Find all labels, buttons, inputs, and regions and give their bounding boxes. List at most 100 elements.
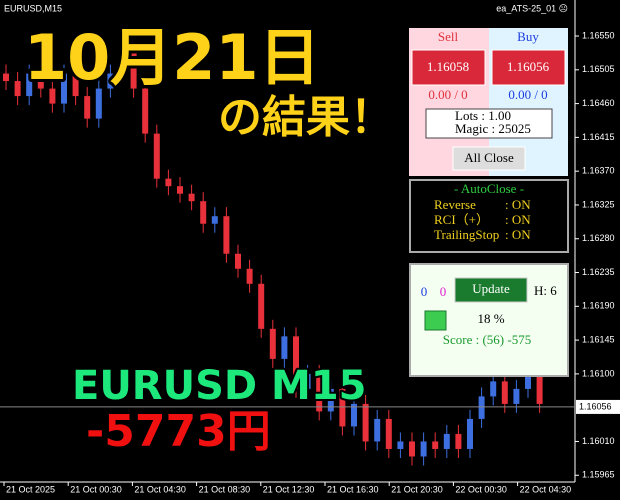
time-tick-label: 21 Oct 08:30 xyxy=(199,484,251,494)
time-tick-label: 21 Oct 12:30 xyxy=(263,484,315,494)
autoclose-value: : ON xyxy=(505,212,531,227)
price-tick-label: 1.16550 xyxy=(582,30,615,40)
buy-label: Buy xyxy=(517,29,539,44)
price-tick-label: 1.16415 xyxy=(582,132,615,142)
time-tick-label: 21 Oct 04:30 xyxy=(134,484,186,494)
candle-body xyxy=(443,433,450,449)
candle-body xyxy=(211,216,218,224)
candle-body xyxy=(467,418,473,449)
update-button[interactable] xyxy=(454,277,528,303)
candle-body xyxy=(37,73,44,89)
time-tick-label: 22 Oct 00:30 xyxy=(455,484,507,494)
price-tick-label: 1.16190 xyxy=(582,301,615,311)
candle-body xyxy=(327,388,334,412)
candle-body xyxy=(200,201,207,224)
price-tick-label: 1.16145 xyxy=(582,334,615,344)
candle-body xyxy=(351,403,357,427)
candle-body xyxy=(269,328,276,359)
percent: 18 % xyxy=(477,311,504,326)
candle-body xyxy=(26,73,33,97)
current-price-box xyxy=(576,399,620,414)
buy-position: 0.00 / 0 xyxy=(508,87,547,102)
candle-body xyxy=(397,441,404,449)
candle-body xyxy=(107,73,114,89)
buy-price: 1.16056 xyxy=(507,59,550,74)
candle-body xyxy=(72,73,79,97)
candle-body xyxy=(119,51,125,74)
buy-button[interactable] xyxy=(491,49,566,86)
candle-body xyxy=(246,268,253,284)
price-tick-label: 1.16010 xyxy=(582,436,615,446)
ea-label: ea_ATS-25_01 ☹ xyxy=(496,3,568,13)
price-tick-label: 1.16100 xyxy=(582,368,615,378)
overlay-date: 10月21日 xyxy=(24,21,321,94)
candle-body xyxy=(281,336,288,359)
candle-body xyxy=(223,216,230,254)
candle-body xyxy=(501,381,508,404)
candle-body xyxy=(153,133,160,179)
candle-body xyxy=(339,388,346,427)
score: Score : (56) -575 xyxy=(443,332,531,347)
score-panel: 0 0 Update H: 6 18 % Score : (56) -575 xyxy=(409,263,569,377)
candle-body xyxy=(258,283,265,329)
price-tick-label: 1.16235 xyxy=(582,267,615,277)
sell-button[interactable] xyxy=(411,49,486,86)
current-price-label: 1.16056 xyxy=(579,401,612,411)
status-square xyxy=(424,310,447,331)
overlay-result: の結果！ xyxy=(218,92,394,143)
time-tick-label: 21 Oct 2025 xyxy=(6,484,55,494)
autoclose-name: TrailingStop xyxy=(434,227,499,242)
candle-body xyxy=(432,441,439,449)
autoclose-bg xyxy=(409,179,569,253)
lots: Lots : 1.00 xyxy=(455,108,511,123)
candle-body xyxy=(490,381,497,397)
autoclose-name: RCI（+） xyxy=(434,212,489,227)
time-tick-label: 21 Oct 16:30 xyxy=(327,484,379,494)
autoclose-title: - AutoClose - xyxy=(454,181,524,196)
count-b: 0 xyxy=(440,284,447,299)
hours: H: 6 xyxy=(534,283,557,298)
all-close-button[interactable] xyxy=(452,146,526,171)
price-tick-label: 1.15965 xyxy=(582,470,615,480)
autoclose-name: Reverse xyxy=(434,197,476,212)
time-tick-label: 22 Oct 04:30 xyxy=(520,484,572,494)
price-tick-label: 1.16460 xyxy=(582,98,615,108)
price-tick-label: 1.16505 xyxy=(582,64,615,74)
candle-body xyxy=(525,373,531,389)
candle-body xyxy=(177,186,183,194)
candle-body xyxy=(61,73,67,104)
update: Update xyxy=(472,281,510,296)
candle-body xyxy=(130,51,137,89)
candle-body xyxy=(513,388,520,404)
axes: 1.16550 1.16505 1.16460 1.16415 1.16370 1.163… xyxy=(0,30,620,494)
price-tick-label: 1.16325 xyxy=(582,199,615,209)
candle-body xyxy=(293,336,299,389)
magic: Magic : 25025 xyxy=(455,121,531,136)
candle-body xyxy=(142,88,149,134)
candle-body xyxy=(478,396,485,419)
candle-body xyxy=(455,433,462,449)
candle-body xyxy=(14,81,21,97)
symbol-label: EURUSD,M15 xyxy=(4,3,62,13)
candle-body xyxy=(188,193,195,202)
autoclose-panel: - AutoClose - Reverse: ON RCI（+）: ON Trail… xyxy=(409,179,569,253)
sell-position: 0.00 / 0 xyxy=(428,87,467,102)
lots-box xyxy=(425,108,553,139)
time-tick-label: 21 Oct 00:30 xyxy=(70,484,122,494)
candle-body xyxy=(374,418,381,442)
trade-panel: Sell Buy 1.16058 1.16056 0.00 / 0 0.00 /… xyxy=(409,28,568,176)
candle-body xyxy=(362,403,369,442)
all-close: All Close xyxy=(464,150,514,165)
sell-price: 1.16058 xyxy=(427,59,469,74)
autoclose-rows: Reverse: ON RCI（+）: ON TrailingStop: ON xyxy=(434,197,531,242)
candle-body xyxy=(420,441,427,457)
candle-body xyxy=(536,373,543,404)
candle-body xyxy=(84,96,91,119)
overlay-profit: -5773円 xyxy=(86,406,271,457)
candles xyxy=(3,28,543,466)
candle-body xyxy=(3,73,9,82)
candle-body xyxy=(316,373,323,412)
candle-body xyxy=(235,253,241,269)
candle-body xyxy=(385,418,392,449)
